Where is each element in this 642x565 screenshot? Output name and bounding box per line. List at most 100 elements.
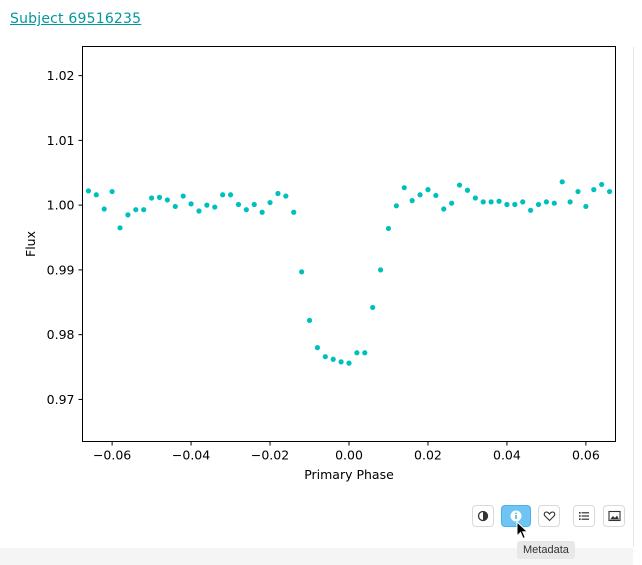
data-point (393, 203, 399, 209)
y-tick-label: 1.01 (47, 133, 75, 148)
data-point (480, 199, 486, 205)
metadata-tooltip: Metadata (517, 541, 575, 559)
subject-link[interactable]: Subject 69516235 (10, 11, 142, 27)
data-point (227, 192, 234, 198)
data-point (283, 193, 289, 199)
data-point (251, 201, 257, 208)
data-point (377, 267, 384, 273)
data-point (472, 195, 478, 201)
favorite-button[interactable] (538, 505, 560, 527)
data-point (164, 197, 170, 203)
metadata-button[interactable] (501, 505, 531, 527)
x-tick-label: −0.04 (172, 448, 210, 463)
invert-colors-button[interactable] (472, 505, 494, 527)
data-point (606, 188, 613, 195)
data-point (196, 208, 202, 214)
data-point (370, 304, 376, 311)
data-points (85, 179, 613, 366)
data-point (512, 201, 518, 208)
data-point (441, 206, 447, 212)
data-point (180, 193, 186, 199)
data-point (354, 350, 360, 356)
data-point (133, 207, 139, 213)
data-point (528, 207, 534, 213)
data-point (291, 209, 297, 215)
data-point (235, 201, 242, 208)
data-point (599, 181, 605, 188)
data-point (148, 195, 155, 201)
y-tick-label: 1.02 (47, 68, 75, 83)
data-point (346, 360, 352, 366)
data-point (101, 206, 107, 212)
data-point (220, 192, 226, 198)
half-circle-icon (477, 510, 489, 522)
data-point (567, 199, 573, 205)
data-point (172, 203, 178, 210)
data-point (575, 188, 581, 195)
y-tick-label: 1.00 (47, 198, 75, 213)
data-point (117, 225, 123, 231)
data-point (299, 269, 305, 275)
y-tick-label: 0.98 (47, 327, 75, 342)
data-point (464, 187, 471, 193)
data-point (433, 192, 439, 199)
data-point (243, 207, 249, 213)
image-icon (607, 510, 621, 522)
data-point (188, 201, 194, 207)
y-axis: 0.97 0.98 0.99 1.00 1.01 1.02 (47, 68, 83, 407)
data-point (267, 199, 273, 206)
list-icon (579, 512, 589, 520)
data-point (125, 212, 131, 218)
y-tick-label: 0.99 (47, 262, 75, 277)
data-point (385, 225, 392, 232)
y-tick-label: 0.97 (47, 392, 75, 407)
data-point (559, 179, 565, 185)
data-point (520, 199, 526, 205)
info-icon (510, 510, 522, 522)
data-point (535, 201, 542, 208)
plot-frame (82, 46, 616, 442)
data-point (496, 198, 502, 204)
data-point (212, 204, 218, 210)
footer-strip (0, 548, 633, 565)
x-axis-label: Primary Phase (304, 467, 394, 482)
data-point (583, 203, 589, 210)
data-point (409, 198, 415, 204)
data-point (306, 317, 313, 324)
data-point (314, 345, 321, 351)
data-point (543, 199, 550, 205)
light-curve-chart: −0.06 −0.04 −0.02 0.00 0.02 0.04 0.06 0.97 0.98… (23, 46, 616, 482)
data-point (93, 192, 99, 198)
data-point (401, 185, 407, 191)
data-point (156, 194, 163, 200)
panel-border (633, 47, 634, 547)
data-point (362, 350, 368, 356)
data-point (322, 354, 328, 360)
x-tick-label: −0.06 (93, 448, 131, 463)
x-tick-label: 0.04 (493, 448, 521, 463)
mouse-cursor-icon (516, 521, 529, 540)
data-point (330, 356, 336, 362)
data-point (109, 188, 115, 195)
x-axis: −0.06 −0.04 −0.02 0.00 0.02 0.04 0.06 (93, 441, 600, 463)
image-button[interactable] (603, 505, 625, 527)
x-tick-label: 0.00 (335, 448, 363, 463)
x-tick-label: 0.06 (572, 448, 600, 463)
y-axis-label: Flux (23, 231, 38, 257)
x-tick-label: −0.02 (251, 448, 289, 463)
data-point (551, 200, 557, 206)
data-point (338, 359, 344, 365)
collections-button[interactable] (573, 505, 595, 527)
data-point (141, 207, 147, 213)
heart-icon (543, 511, 555, 522)
data-point (504, 201, 510, 208)
data-point (85, 188, 92, 194)
x-tick-label: 0.02 (414, 448, 442, 463)
data-point (488, 199, 494, 205)
data-point (275, 190, 281, 197)
data-point (204, 202, 210, 208)
data-point (449, 200, 455, 206)
data-point (417, 192, 423, 198)
data-point (259, 209, 265, 215)
data-point (456, 182, 463, 188)
